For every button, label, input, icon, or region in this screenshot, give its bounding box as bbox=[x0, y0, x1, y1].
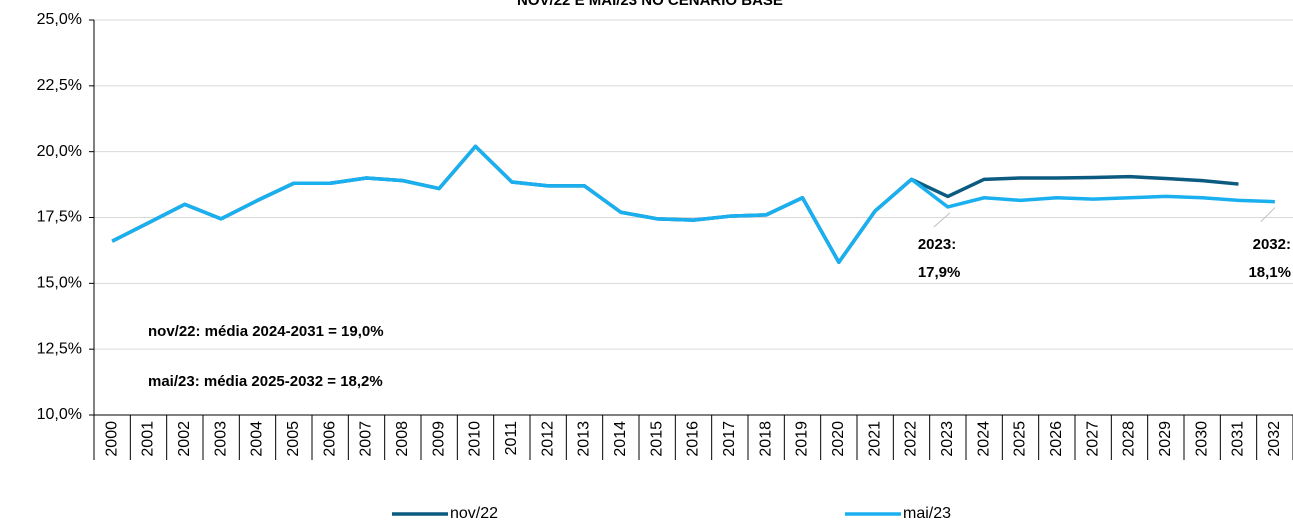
x-tick-label: 2014 bbox=[612, 421, 629, 457]
x-tick-label: 2013 bbox=[576, 421, 593, 457]
x-tick-label: 2010 bbox=[467, 421, 484, 457]
x-tick-label: 2032 bbox=[1266, 421, 1283, 457]
x-tick-label: 2001 bbox=[140, 421, 157, 457]
x-tick-label: 2005 bbox=[285, 421, 302, 457]
y-tick-label: 15,0% bbox=[37, 275, 82, 292]
y-tick-label: 12,5% bbox=[37, 340, 82, 357]
x-tick-label: 2017 bbox=[721, 421, 738, 457]
chart-title: NOV/22 E MAI/23 NO CENÁRIO BASE bbox=[517, 0, 783, 9]
leader bbox=[1260, 207, 1276, 223]
annotation: nov/22: média 2024-2031 = 19,0% bbox=[148, 323, 384, 340]
x-tick-label: 2018 bbox=[757, 421, 774, 457]
x-tick-label: 2006 bbox=[321, 421, 338, 457]
line-series bbox=[111, 144, 1275, 265]
x-tick-label: 2031 bbox=[1230, 421, 1247, 457]
y-tick-label: 22,5% bbox=[37, 77, 82, 94]
x-tick-label: 2024 bbox=[975, 421, 992, 457]
annotation: 2023: bbox=[918, 236, 956, 253]
annotation: 2032: bbox=[1253, 236, 1291, 253]
annotation: 18,1% bbox=[1248, 264, 1291, 281]
x-tick-label: 2000 bbox=[103, 421, 120, 457]
x-tick-label: 2022 bbox=[903, 421, 920, 457]
y-tick-label: 20,0% bbox=[37, 143, 82, 160]
x-tick-label: 2003 bbox=[212, 421, 229, 457]
x-tick-label: 2029 bbox=[1157, 421, 1174, 457]
x-tick-label: 2026 bbox=[1048, 421, 1065, 457]
x-tick-label: 2020 bbox=[830, 421, 847, 457]
y-tick-label: 17,5% bbox=[37, 209, 82, 226]
annotation: mai/23: média 2025-2032 = 18,2% bbox=[148, 373, 383, 390]
x-tick-label: 2015 bbox=[648, 421, 665, 457]
leader bbox=[933, 212, 951, 228]
x-tick-label: 2030 bbox=[1193, 421, 1210, 457]
x-tick-label: 2008 bbox=[394, 421, 411, 457]
line-series bbox=[111, 144, 1239, 265]
annotation: 17,9% bbox=[918, 264, 961, 281]
x-tick-label: 2025 bbox=[1012, 421, 1029, 457]
x-tick-label: 2023 bbox=[939, 421, 956, 457]
x-tick-label: 2016 bbox=[685, 421, 702, 457]
y-tick-label: 25,0% bbox=[37, 11, 82, 28]
x-tick-label: 2007 bbox=[358, 421, 375, 457]
x-tick-label: 2028 bbox=[1121, 421, 1138, 457]
x-tick-label: 2021 bbox=[866, 421, 883, 457]
legend-label: nov/22 bbox=[450, 505, 498, 522]
x-tick-label: 2011 bbox=[503, 421, 520, 456]
x-tick-label: 2012 bbox=[539, 421, 556, 457]
x-tick-label: 2027 bbox=[1084, 421, 1101, 457]
legend-label: mai/23 bbox=[903, 505, 951, 522]
x-tick-label: 2019 bbox=[794, 421, 811, 457]
x-tick-label: 2004 bbox=[249, 421, 266, 457]
x-tick-label: 2002 bbox=[176, 421, 193, 457]
x-tick-label: 2009 bbox=[430, 421, 447, 457]
y-tick-label: 10,0% bbox=[37, 406, 82, 423]
